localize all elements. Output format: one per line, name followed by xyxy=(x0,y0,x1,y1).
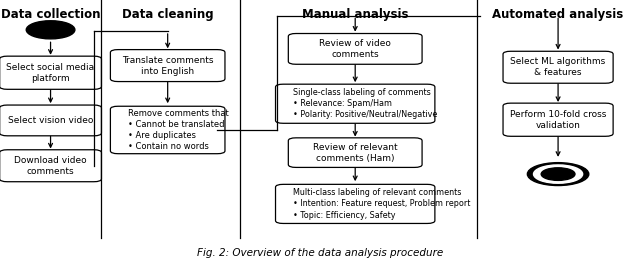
FancyBboxPatch shape xyxy=(0,150,101,182)
FancyBboxPatch shape xyxy=(503,51,613,83)
FancyBboxPatch shape xyxy=(288,138,422,167)
Circle shape xyxy=(26,21,75,39)
Text: Automated analysis: Automated analysis xyxy=(492,8,624,21)
FancyBboxPatch shape xyxy=(503,103,613,136)
Text: Review of relevant
comments (Ham): Review of relevant comments (Ham) xyxy=(313,143,397,163)
FancyBboxPatch shape xyxy=(288,34,422,64)
Circle shape xyxy=(527,163,589,186)
Text: Manual analysis: Manual analysis xyxy=(302,8,408,21)
Circle shape xyxy=(534,165,582,183)
Text: Translate comments
into English: Translate comments into English xyxy=(122,56,213,76)
FancyBboxPatch shape xyxy=(110,50,225,82)
Text: Review of video
comments: Review of video comments xyxy=(319,39,391,59)
Circle shape xyxy=(541,168,575,180)
Text: Perform 10-fold cross
validation: Perform 10-fold cross validation xyxy=(510,110,606,130)
Text: Single-class labeling of comments
• Relevance: Spam/Ham
• Polarity: Positive/Neu: Single-class labeling of comments • Rele… xyxy=(293,88,437,119)
Text: Download video
comments: Download video comments xyxy=(14,156,87,176)
FancyBboxPatch shape xyxy=(276,84,435,123)
Text: Select ML algorithms
& features: Select ML algorithms & features xyxy=(511,57,605,77)
FancyBboxPatch shape xyxy=(0,56,101,89)
Text: Data cleaning: Data cleaning xyxy=(122,8,214,21)
Text: Select vision video: Select vision video xyxy=(8,116,93,125)
Text: Fig. 2: Overview of the data analysis procedure: Fig. 2: Overview of the data analysis pr… xyxy=(197,248,443,258)
Text: Data collection: Data collection xyxy=(1,8,100,21)
Text: Remove comments that
• Cannot be translated
• Are duplicates
• Contain no words: Remove comments that • Cannot be transla… xyxy=(128,109,228,151)
FancyBboxPatch shape xyxy=(110,106,225,154)
Text: Multi-class labeling of relevant comments
• Intention: Feature request, Problem : Multi-class labeling of relevant comment… xyxy=(293,188,470,220)
FancyBboxPatch shape xyxy=(276,184,435,224)
Text: Select social media
platform: Select social media platform xyxy=(6,63,95,83)
FancyBboxPatch shape xyxy=(0,105,101,136)
